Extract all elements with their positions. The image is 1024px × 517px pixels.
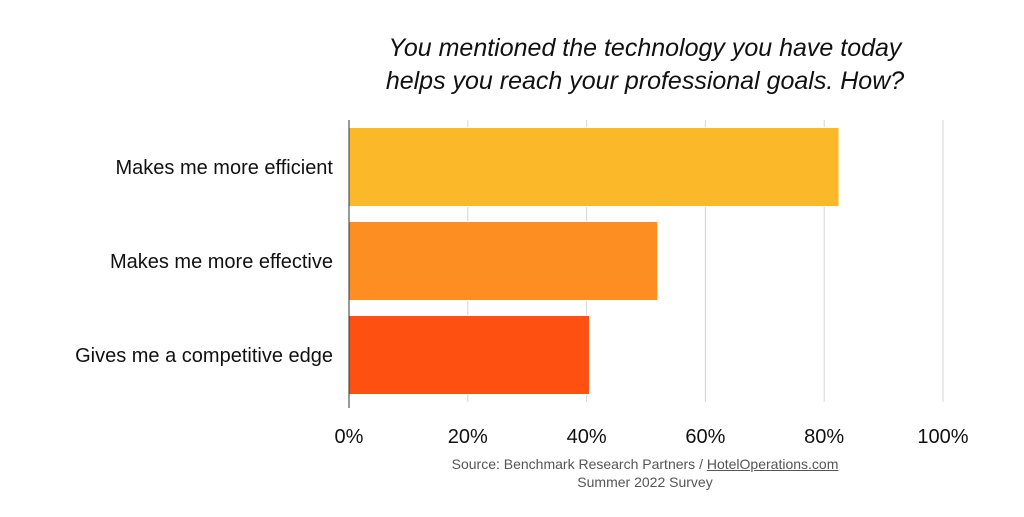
chart-title-line-1: You mentioned the technology you have to… bbox=[388, 34, 902, 62]
x-tick-label-2: 40% bbox=[567, 426, 607, 448]
x-tick-label-0: 0% bbox=[335, 426, 364, 448]
source-link[interactable]: HotelOperations.com bbox=[706, 456, 839, 472]
x-tick-label-4: 80% bbox=[804, 426, 844, 448]
source-prefix: Source: Benchmark Research Partners / bbox=[451, 456, 707, 472]
x-tick-label-5: 100% bbox=[917, 426, 968, 448]
category-label-2: Gives me a competitive edge bbox=[75, 345, 333, 367]
category-label-0: Makes me more efficient bbox=[116, 157, 334, 179]
source-note: Source: Benchmark Research Partners / Ho… bbox=[0, 456, 1024, 472]
bar-0 bbox=[348, 127, 840, 207]
bar-1 bbox=[348, 221, 659, 301]
category-label-1: Makes me more effective bbox=[110, 251, 333, 273]
x-tick-label-1: 20% bbox=[448, 426, 488, 448]
bar-2 bbox=[348, 315, 591, 395]
x-tick-label-3: 60% bbox=[685, 426, 725, 448]
survey-note: Summer 2022 Survey bbox=[577, 474, 713, 490]
chart-title-line-2: helps you reach your professional goals.… bbox=[385, 67, 905, 95]
